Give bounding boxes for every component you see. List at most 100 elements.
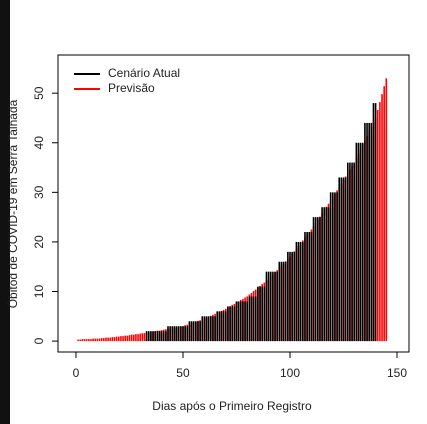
bar <box>171 326 174 342</box>
bar <box>98 338 101 342</box>
bar <box>379 102 381 342</box>
bar <box>327 207 330 342</box>
bar <box>126 335 129 342</box>
bar <box>139 333 141 342</box>
bar <box>216 311 219 342</box>
bar <box>107 337 109 342</box>
bar <box>156 331 159 342</box>
bar <box>319 217 321 342</box>
bar <box>349 162 351 342</box>
bar <box>88 339 90 342</box>
bar <box>81 339 84 342</box>
bar <box>235 301 238 342</box>
bar <box>175 326 178 342</box>
bar <box>267 271 270 342</box>
bar <box>278 261 281 342</box>
bar <box>160 331 163 342</box>
bar <box>317 217 319 342</box>
bar <box>128 335 131 342</box>
bar <box>233 306 236 342</box>
bar <box>355 142 358 342</box>
bar <box>385 78 388 342</box>
bar <box>173 326 176 342</box>
bar <box>269 271 272 342</box>
bar <box>353 162 356 342</box>
y-tick-label: 30 <box>32 185 46 199</box>
bar <box>150 331 152 342</box>
bar <box>295 241 298 342</box>
bar <box>346 162 349 342</box>
bar <box>212 316 214 342</box>
bar <box>374 103 377 342</box>
bar <box>338 177 341 342</box>
bar <box>162 331 165 342</box>
bar <box>291 251 293 342</box>
window-edge <box>0 0 10 424</box>
bar <box>344 177 347 342</box>
bar <box>361 142 364 342</box>
bar <box>130 334 133 342</box>
bar <box>334 192 336 342</box>
bar <box>177 326 180 342</box>
bar <box>325 207 328 342</box>
bar <box>117 336 120 342</box>
bar <box>370 122 373 342</box>
y-tick-label: 20 <box>32 235 46 249</box>
bar <box>342 177 345 342</box>
bar <box>120 336 122 342</box>
bar <box>210 316 212 342</box>
bar <box>83 339 86 342</box>
bar <box>289 251 291 342</box>
bar <box>92 338 94 342</box>
bar <box>154 331 156 342</box>
bar <box>254 296 257 342</box>
bar <box>145 331 148 342</box>
bar <box>310 232 313 342</box>
bar <box>252 296 255 342</box>
bar <box>199 321 201 342</box>
bar <box>124 335 127 342</box>
bar <box>224 311 227 342</box>
bar <box>222 311 225 342</box>
bar <box>109 337 112 342</box>
legend-label: Previsão <box>108 81 155 95</box>
bar <box>205 316 208 342</box>
bar <box>113 337 116 342</box>
bar <box>237 301 240 342</box>
bar <box>280 261 283 342</box>
bar <box>132 334 135 342</box>
bar <box>186 326 189 342</box>
bar <box>272 271 274 342</box>
bar <box>239 301 242 342</box>
bar <box>231 306 234 342</box>
y-tick-label: 0 <box>32 337 46 344</box>
bar <box>182 326 184 342</box>
bar <box>357 142 360 342</box>
bar <box>259 286 261 342</box>
bar <box>100 338 103 342</box>
bar <box>229 306 231 342</box>
bar <box>201 316 204 342</box>
bar <box>332 192 334 342</box>
bar <box>115 336 118 342</box>
x-tick-label: 100 <box>280 366 300 380</box>
bar <box>308 232 311 342</box>
bar <box>220 311 223 342</box>
bar <box>111 337 114 342</box>
bar <box>96 338 99 342</box>
bar <box>147 331 150 342</box>
bar <box>141 333 144 342</box>
bar <box>351 162 353 342</box>
bar <box>192 321 195 342</box>
bar <box>102 338 105 342</box>
bar <box>85 339 88 342</box>
bar <box>143 333 146 342</box>
bar <box>207 316 210 342</box>
bar <box>293 251 296 342</box>
plot-frame <box>57 54 410 353</box>
bar <box>302 241 304 342</box>
bar <box>383 86 385 342</box>
bar <box>282 261 285 342</box>
y-tick-label: 10 <box>32 285 46 299</box>
